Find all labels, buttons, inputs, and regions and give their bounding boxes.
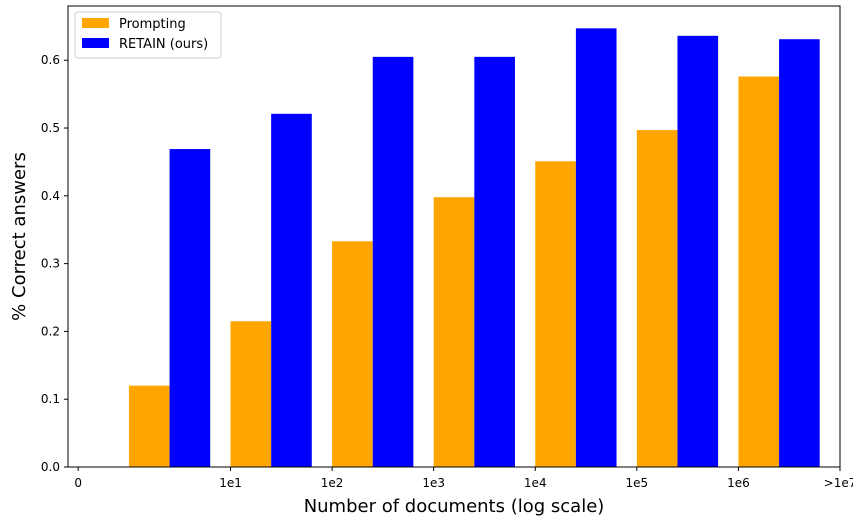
bar-retain-ours-2 [372,56,414,468]
bar-prompting-3 [433,197,475,467]
legend-box [74,11,222,59]
x-tick-label: 1e4 [524,476,547,490]
x-tick-label: 1e5 [626,476,649,490]
y-tick-label: 0.4 [41,189,60,203]
x-tick-label: 1e6 [727,476,750,490]
y-tick-label: 0.1 [41,392,60,406]
x-axis-title: Number of documents (log scale) [304,496,605,516]
bar-retain-ours-1 [271,113,312,467]
y-tick-label: 0.0 [41,460,60,474]
x-axis: 0 1e1 1e2 1e3 1e4 1e5 1e6 >1e7 [74,467,853,490]
x-tick-label: 1e3 [422,476,445,490]
y-tick-label: 0.3 [41,257,60,271]
x-tick-label: 1e1 [219,476,242,490]
bar-retain-ours-0 [169,149,211,467]
x-tick-label: >1e7 [824,476,853,490]
y-tick-label: 0.2 [41,324,60,338]
x-tick-label: 0 [74,476,82,490]
x-tick-label: 1e2 [321,476,344,490]
bar-prompting-4 [535,161,576,467]
legend-swatch [82,38,109,48]
bar-retain-ours-5 [677,35,719,468]
bar-retain-ours-4 [575,28,617,467]
bar-prompting-2 [332,241,373,467]
plot-frame [67,5,841,468]
legend-label: Prompting [119,17,186,32]
y-tick-label: 0.5 [41,121,60,135]
bar-prompting-1 [230,321,272,467]
bars-group [128,28,820,468]
bar-prompting-6 [738,76,780,467]
bar-prompting-5 [636,130,678,467]
legend-label: RETAIN (ours) [119,37,208,52]
bar-prompting-0 [128,385,170,467]
y-axis: 0.0 0.1 0.2 0.3 0.4 0.5 0.6 [41,53,68,474]
legend-swatch [82,18,109,28]
y-tick-label: 0.6 [41,53,60,67]
bar-retain-ours-6 [779,39,820,467]
legend: Prompting RETAIN (ours) [74,11,222,59]
y-axis-title: % Correct answers [9,152,30,321]
bar-retain-ours-3 [474,56,515,468]
